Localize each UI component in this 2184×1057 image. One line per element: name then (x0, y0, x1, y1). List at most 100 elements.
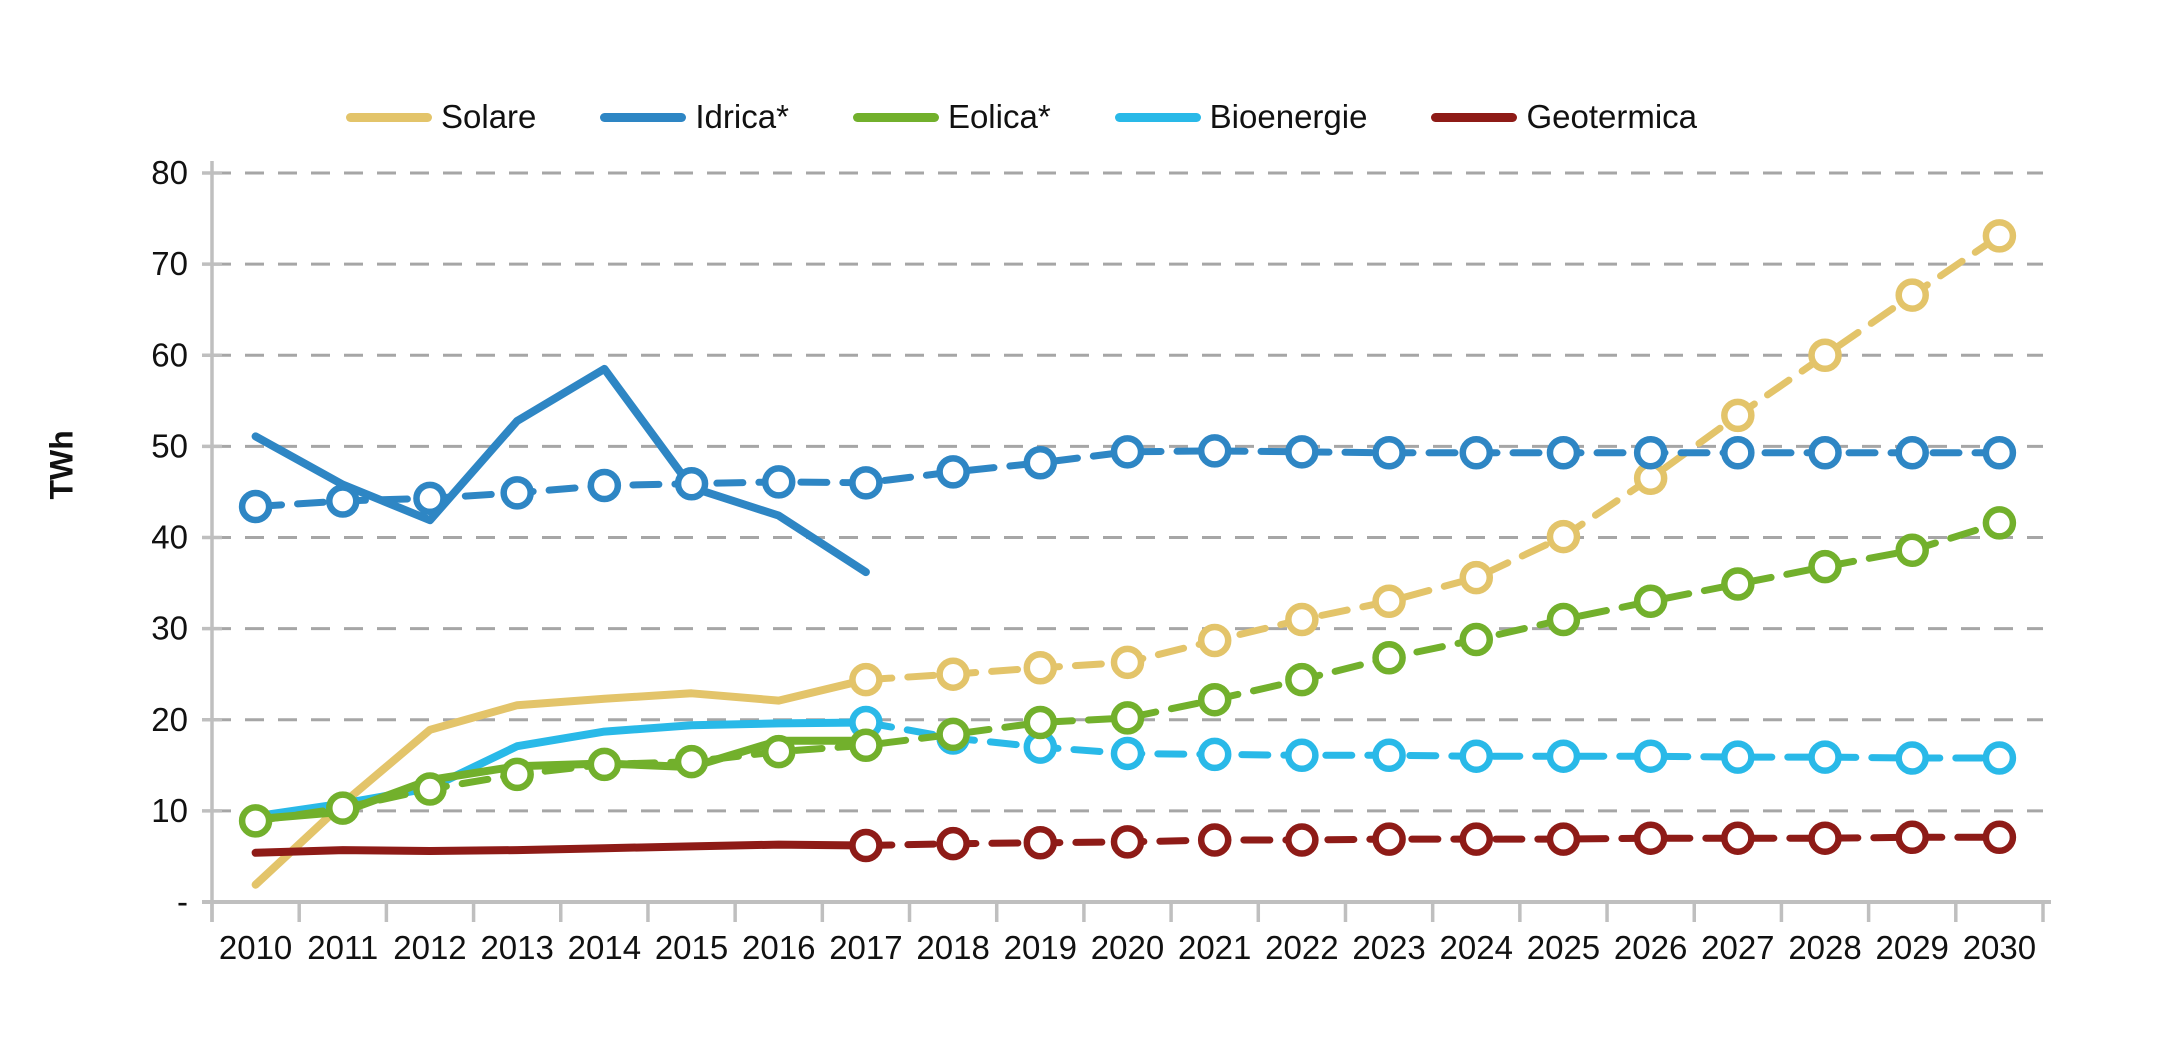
data-point-eolica (413, 772, 447, 806)
data-point-idrica (761, 465, 796, 499)
data-point-eolica (849, 728, 883, 763)
x-tick-label: 2024 (1440, 929, 1513, 966)
data-point-bioenergie (1633, 739, 1668, 773)
x-tick-label: 2018 (916, 929, 989, 966)
y-tick-label: 50 (151, 427, 188, 464)
data-point-geotermica (936, 826, 970, 861)
data-point-solare (1459, 560, 1494, 595)
data-point-eolica (1546, 602, 1581, 637)
data-point-idrica (1372, 436, 1406, 470)
data-point-bioenergie (1372, 738, 1406, 773)
data-point-bioenergie (1110, 736, 1145, 771)
legend-item-idrica: Idrica* (600, 98, 789, 136)
data-point-solare (1721, 398, 1755, 433)
data-point-bioenergie (1808, 740, 1842, 774)
y-axis-title: TWh (43, 430, 80, 500)
legend-item-bioenergie: Bioenergie (1114, 98, 1368, 136)
data-point-eolica (936, 717, 970, 752)
data-point-eolica (1982, 506, 2017, 540)
data-point-bioenergie (1982, 741, 2017, 775)
series-line-geotermica (251, 840, 870, 857)
data-point-solare (1110, 645, 1145, 680)
data-point-idrica (1546, 436, 1581, 470)
data-point-eolica (761, 734, 796, 769)
x-tick-label: 2017 (829, 929, 902, 966)
data-point-idrica (1633, 436, 1668, 470)
data-point-geotermica (1110, 825, 1145, 859)
data-point-geotermica (1197, 823, 1232, 857)
x-tick-label: 2019 (1004, 929, 1077, 966)
data-point-idrica (1982, 436, 2017, 470)
y-tick-label: 60 (151, 336, 188, 373)
data-point-bioenergie (1197, 737, 1232, 772)
data-point-geotermica (849, 828, 883, 863)
y-tick-label: - (177, 883, 188, 920)
data-point-geotermica (1285, 823, 1319, 857)
data-point-eolica (1633, 584, 1668, 619)
data-point-solare (1546, 519, 1581, 554)
x-tick-label: 2016 (742, 929, 815, 966)
data-point-idrica (936, 455, 970, 489)
data-point-idrica (1459, 436, 1494, 470)
eolica-line-swatch-icon (852, 112, 939, 122)
data-point-idrica (1023, 446, 1058, 480)
data-point-geotermica (1372, 822, 1406, 856)
data-point-eolica (1285, 662, 1319, 697)
data-point-solare (1808, 338, 1842, 372)
data-point-eolica (1459, 622, 1494, 657)
data-point-idrica (1285, 435, 1319, 469)
bioenergie-line-swatch-icon (1114, 112, 1201, 122)
legend-label: Bioenergie (1209, 98, 1368, 135)
series-line-idrica (252, 447, 2003, 510)
legend-item-eolica: Eolica* (852, 98, 1051, 136)
data-point-eolica (326, 791, 360, 825)
data-point-geotermica (1721, 821, 1755, 855)
data-point-idrica (1808, 436, 1842, 470)
legend-item-geotermica: Geotermica (1431, 98, 1697, 136)
legend-label: Geotermica (1526, 98, 1698, 135)
data-point-solare (1023, 651, 1058, 685)
data-point-solare (1982, 219, 2017, 253)
y-tick-label: 20 (151, 701, 188, 738)
legend-label: Eolica* (947, 98, 1051, 135)
data-point-geotermica (1982, 820, 2017, 855)
data-point-eolica (1721, 567, 1755, 601)
x-tick-label: 2021 (1178, 929, 1251, 966)
data-point-geotermica (1023, 826, 1058, 860)
data-point-solare (1372, 584, 1406, 619)
data-point-idrica (326, 484, 360, 518)
data-point-idrica (1197, 434, 1232, 468)
x-tick-label: 2012 (393, 929, 466, 966)
x-tick-label: 2013 (480, 929, 553, 966)
data-point-idrica (1110, 435, 1145, 469)
data-point-geotermica (1459, 822, 1494, 856)
data-point-solare (1895, 278, 1929, 312)
data-point-idrica (413, 481, 447, 516)
x-tick-label: 2025 (1527, 929, 1600, 966)
y-tick-label: 30 (151, 610, 188, 647)
data-point-bioenergie (1459, 739, 1494, 773)
idrica-line-swatch-icon (600, 112, 687, 122)
series-line-idrica (251, 364, 870, 577)
data-point-idrica (674, 466, 709, 501)
data-point-geotermica (1633, 821, 1668, 855)
data-point-idrica (1721, 436, 1755, 470)
legend-label: Solare (441, 98, 537, 135)
data-point-idrica (849, 466, 883, 500)
data-point-eolica (500, 757, 534, 792)
x-tick-label: 2010 (219, 929, 292, 966)
x-tick-label: 2015 (655, 929, 728, 966)
data-point-idrica (238, 489, 273, 524)
data-point-solare (936, 657, 970, 691)
x-tick-label: 2011 (307, 929, 378, 966)
data-point-eolica (1808, 549, 1842, 584)
x-tick-label: 2029 (1876, 929, 1949, 966)
data-point-eolica (1110, 701, 1145, 735)
data-point-eolica (1895, 533, 1929, 568)
data-point-solare (1197, 623, 1232, 658)
solare-line-swatch-icon (346, 112, 432, 122)
geotermica-line-swatch-icon (1431, 112, 1518, 122)
data-point-eolica (238, 804, 273, 838)
